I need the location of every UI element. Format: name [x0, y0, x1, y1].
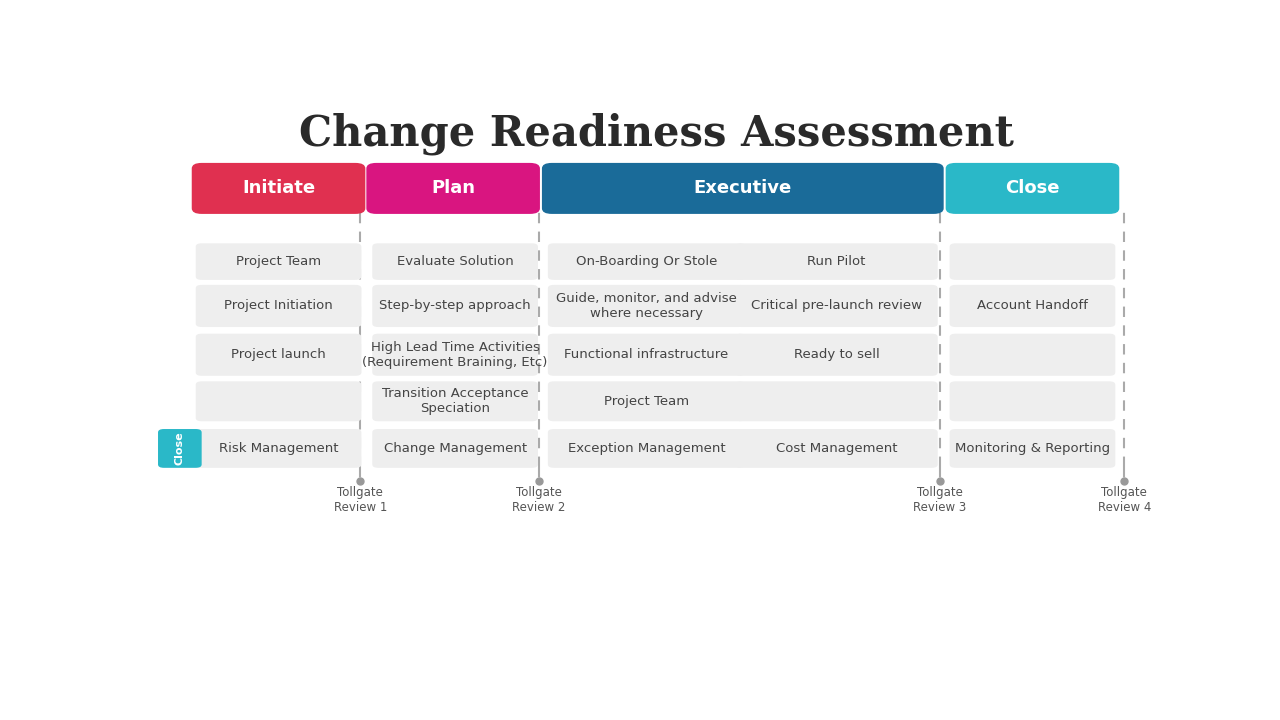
Text: Tollgate
Review 2: Tollgate Review 2: [512, 486, 566, 514]
FancyBboxPatch shape: [372, 285, 538, 327]
FancyBboxPatch shape: [548, 285, 745, 327]
FancyBboxPatch shape: [735, 382, 938, 421]
FancyBboxPatch shape: [196, 382, 361, 421]
Text: Close: Close: [1005, 179, 1060, 197]
Text: Account Handoff: Account Handoff: [977, 300, 1088, 312]
Text: Tollgate
Review 4: Tollgate Review 4: [1097, 486, 1151, 514]
FancyBboxPatch shape: [548, 429, 745, 468]
FancyBboxPatch shape: [196, 243, 361, 280]
Text: Monitoring & Reporting: Monitoring & Reporting: [955, 442, 1110, 455]
Text: Plan: Plan: [431, 179, 475, 197]
Text: Risk Management: Risk Management: [219, 442, 338, 455]
FancyBboxPatch shape: [196, 285, 361, 327]
FancyBboxPatch shape: [372, 243, 538, 280]
FancyBboxPatch shape: [946, 163, 1119, 214]
FancyBboxPatch shape: [372, 382, 538, 421]
Text: Ready to sell: Ready to sell: [794, 348, 879, 361]
Text: High Lead Time Activities
(Requirement Braining, Etc): High Lead Time Activities (Requirement B…: [362, 341, 548, 369]
Text: Evaluate Solution: Evaluate Solution: [397, 255, 513, 268]
Text: Run Pilot: Run Pilot: [808, 255, 865, 268]
Text: Exception Management: Exception Management: [568, 442, 726, 455]
FancyBboxPatch shape: [541, 163, 943, 214]
Text: Transition Acceptance
Speciation: Transition Acceptance Speciation: [381, 387, 529, 415]
FancyBboxPatch shape: [950, 429, 1115, 468]
FancyBboxPatch shape: [366, 163, 540, 214]
Text: Initiate: Initiate: [242, 179, 315, 197]
Text: Tollgate
Review 1: Tollgate Review 1: [334, 486, 387, 514]
Text: Functional infrastructure: Functional infrastructure: [564, 348, 728, 361]
Text: Critical pre-launch review: Critical pre-launch review: [751, 300, 922, 312]
FancyBboxPatch shape: [157, 429, 202, 468]
Text: Step-by-step approach: Step-by-step approach: [379, 300, 531, 312]
FancyBboxPatch shape: [735, 333, 938, 376]
FancyBboxPatch shape: [196, 333, 361, 376]
FancyBboxPatch shape: [735, 429, 938, 468]
Text: Executive: Executive: [694, 179, 792, 197]
FancyBboxPatch shape: [735, 285, 938, 327]
FancyBboxPatch shape: [192, 163, 365, 214]
Text: Project Team: Project Team: [604, 395, 689, 408]
FancyBboxPatch shape: [372, 429, 538, 468]
Text: Change Management: Change Management: [384, 442, 526, 455]
FancyBboxPatch shape: [548, 333, 745, 376]
Text: On-Boarding Or Stole: On-Boarding Or Stole: [576, 255, 717, 268]
FancyBboxPatch shape: [950, 285, 1115, 327]
Text: Cost Management: Cost Management: [776, 442, 897, 455]
FancyBboxPatch shape: [950, 243, 1115, 280]
FancyBboxPatch shape: [950, 333, 1115, 376]
FancyBboxPatch shape: [372, 333, 538, 376]
Text: Project launch: Project launch: [232, 348, 326, 361]
Text: Tollgate
Review 3: Tollgate Review 3: [913, 486, 966, 514]
FancyBboxPatch shape: [735, 243, 938, 280]
FancyBboxPatch shape: [950, 382, 1115, 421]
FancyBboxPatch shape: [196, 429, 361, 468]
FancyBboxPatch shape: [548, 243, 745, 280]
Text: Close: Close: [175, 431, 184, 465]
Text: Guide, monitor, and advise
where necessary: Guide, monitor, and advise where necessa…: [556, 292, 737, 320]
Text: Change Readiness Assessment: Change Readiness Assessment: [298, 112, 1014, 155]
Text: Project Initiation: Project Initiation: [224, 300, 333, 312]
Text: Project Team: Project Team: [236, 255, 321, 268]
FancyBboxPatch shape: [548, 382, 745, 421]
